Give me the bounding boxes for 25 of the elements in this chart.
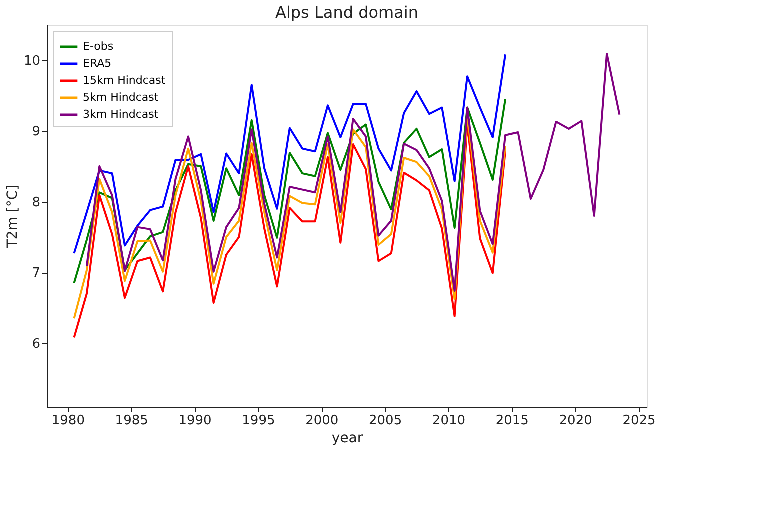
x-tick-label: 2015 xyxy=(496,414,529,428)
x-tick-label: 2010 xyxy=(432,414,466,428)
chart-title: Alps Land domain xyxy=(276,3,418,22)
x-tick-label: 1980 xyxy=(52,414,85,428)
legend-label: 15km Hindcast xyxy=(83,74,166,87)
line-series xyxy=(73,54,507,254)
x-tick-label: 1990 xyxy=(178,414,212,428)
x-tick-label: 2000 xyxy=(306,414,339,428)
x-axis-title: year xyxy=(332,430,364,446)
legend-label: 3km Hindcast xyxy=(83,108,160,121)
y-tick-label: 6 xyxy=(32,336,40,352)
y-tick-label: 9 xyxy=(32,124,40,140)
y-axis-title: T2m [°C] xyxy=(4,184,21,250)
x-tick-label: 1985 xyxy=(115,414,148,428)
legend-label: E-obs xyxy=(83,40,114,53)
x-tick-label: 2025 xyxy=(622,414,656,428)
y-tick-label: 10 xyxy=(24,54,40,69)
x-tick-label: 2020 xyxy=(559,414,592,428)
y-tick-label: 8 xyxy=(32,195,40,210)
legend-label: 5km Hindcast xyxy=(83,91,160,104)
line-series xyxy=(86,53,621,292)
y-tick-label: 7 xyxy=(32,266,40,282)
legend-label: ERA5 xyxy=(83,57,112,70)
x-tick-label: 2005 xyxy=(369,414,402,428)
x-tick-label: 1995 xyxy=(242,414,276,428)
